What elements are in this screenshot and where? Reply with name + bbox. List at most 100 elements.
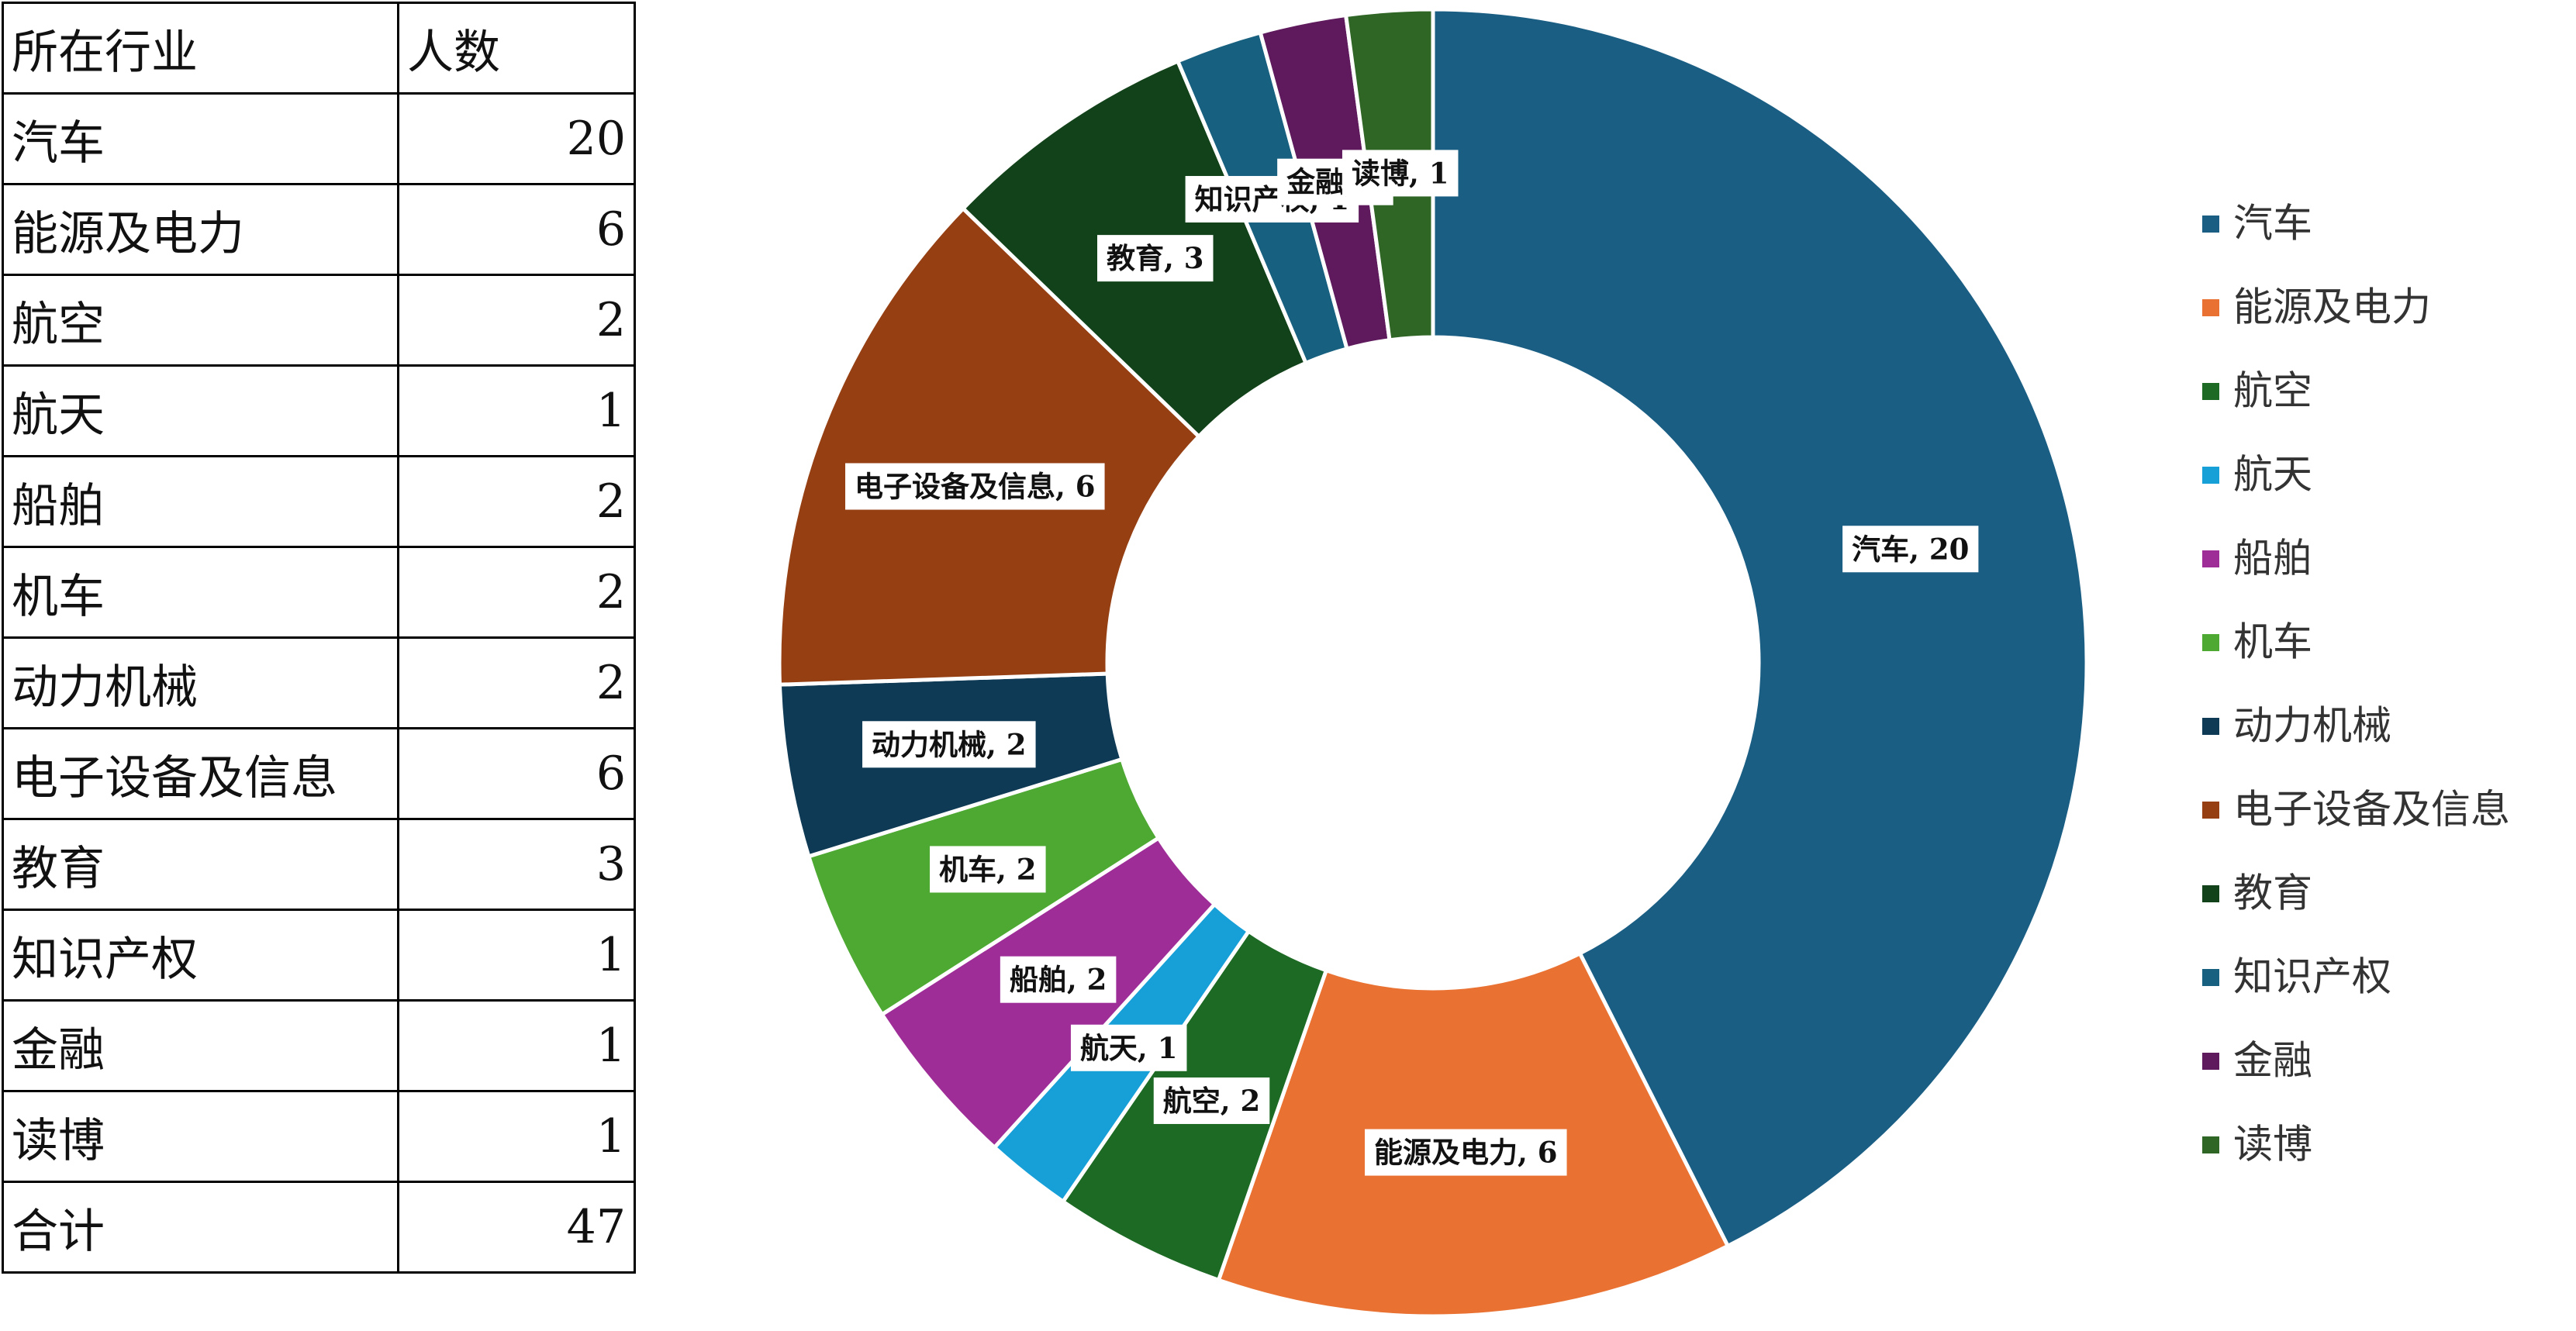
slice-label-box bbox=[1070, 1024, 1187, 1071]
slice-data-label: 航天, 1 bbox=[1070, 1024, 1187, 1071]
legend-item: 航天 bbox=[2202, 453, 2312, 498]
legend-label: 教育 bbox=[2233, 871, 2312, 917]
table-cell-count: 3 bbox=[397, 818, 636, 911]
table-total-row: 合计 47 bbox=[2, 1181, 636, 1274]
slice-label-text: 航空, 2 bbox=[1163, 1084, 1261, 1118]
legend-item: 动力机械 bbox=[2202, 704, 2391, 750]
legend-label: 机车 bbox=[2233, 620, 2312, 666]
slice-data-label: 汽车, 20 bbox=[1842, 526, 1979, 573]
table-row: 教育 3 bbox=[2, 818, 636, 911]
legend-swatch bbox=[2202, 718, 2219, 735]
table-cell-count: 2 bbox=[397, 274, 636, 367]
legend-label: 航天 bbox=[2233, 453, 2312, 498]
table-header-industry: 所在行业 bbox=[2, 2, 399, 95]
slice-label-box bbox=[1342, 150, 1459, 197]
legend-item: 航空 bbox=[2202, 369, 2312, 415]
slice-label-text: 读博, 1 bbox=[1352, 156, 1449, 190]
legend-swatch bbox=[2202, 550, 2219, 567]
legend-item: 能源及电力 bbox=[2202, 285, 2431, 331]
slice-data-label: 航空, 2 bbox=[1153, 1077, 1270, 1124]
table-row: 机车 2 bbox=[2, 546, 636, 639]
table-cell-industry: 教育 bbox=[2, 818, 399, 911]
slice-label-text: 汽车, 20 bbox=[1852, 532, 1969, 566]
legend-swatch bbox=[2202, 969, 2219, 986]
table-cell-count: 1 bbox=[397, 364, 636, 457]
legend-swatch bbox=[2202, 216, 2219, 233]
slice-label-box bbox=[1842, 526, 1979, 573]
legend-label: 知识产权 bbox=[2233, 955, 2391, 1001]
legend-item: 教育 bbox=[2202, 871, 2312, 917]
table-row: 读博 1 bbox=[2, 1090, 636, 1183]
table-cell-count: 2 bbox=[397, 636, 636, 729]
table-row: 船舶 2 bbox=[2, 455, 636, 548]
table-row: 航空 2 bbox=[2, 274, 636, 367]
slice-label-text: 机车, 2 bbox=[939, 852, 1037, 886]
legend-label: 汽车 bbox=[2233, 202, 2312, 247]
table-cell-industry: 知识产权 bbox=[2, 909, 399, 1002]
table-cell-industry: 读博 bbox=[2, 1090, 399, 1183]
table-cell-industry: 航空 bbox=[2, 274, 399, 367]
legend-label: 船舶 bbox=[2233, 536, 2312, 582]
donut-slices bbox=[777, 7, 2089, 1319]
table-cell-count: 1 bbox=[397, 909, 636, 1002]
legend-label: 航空 bbox=[2233, 369, 2312, 415]
legend-item: 金融 bbox=[2202, 1039, 2312, 1084]
table-cell-count: 2 bbox=[397, 546, 636, 639]
donut-slice bbox=[1431, 7, 2089, 1249]
slice-data-label: 教育, 3 bbox=[1096, 235, 1214, 282]
slice-data-label: 能源及电力, 6 bbox=[1365, 1129, 1567, 1176]
slice-data-label: 船舶, 2 bbox=[1000, 956, 1117, 1003]
table-row: 知识产权 1 bbox=[2, 909, 636, 1002]
slice-label-box bbox=[1000, 956, 1117, 1003]
legend-item: 读博 bbox=[2202, 1122, 2312, 1168]
legend-label: 能源及电力 bbox=[2233, 285, 2431, 331]
slice-label-text: 动力机械, 2 bbox=[872, 727, 1027, 761]
legend-swatch bbox=[2202, 885, 2219, 902]
legend-swatch bbox=[2202, 467, 2219, 484]
table-cell-industry: 船舶 bbox=[2, 455, 399, 548]
slice-label-box bbox=[845, 463, 1105, 510]
slice-data-label: 动力机械, 2 bbox=[862, 721, 1036, 768]
table-cell-count: 2 bbox=[397, 455, 636, 548]
slice-label-text: 航天, 1 bbox=[1080, 1031, 1178, 1065]
slice-label-box bbox=[862, 721, 1036, 768]
table-cell-count: 20 bbox=[397, 92, 636, 185]
slice-data-label: 机车, 2 bbox=[930, 846, 1046, 893]
legend-item: 知识产权 bbox=[2202, 955, 2391, 1001]
table-cell-industry: 汽车 bbox=[2, 92, 399, 185]
legend-item: 船舶 bbox=[2202, 536, 2312, 582]
legend-swatch bbox=[2202, 299, 2219, 316]
table-cell-industry: 动力机械 bbox=[2, 636, 399, 729]
slice-label-box bbox=[1096, 235, 1214, 282]
legend-swatch bbox=[2202, 802, 2219, 819]
table-row: 航天 1 bbox=[2, 364, 636, 457]
table-row: 能源及电力 6 bbox=[2, 183, 636, 276]
legend-label: 金融 bbox=[2233, 1039, 2312, 1084]
legend-swatch bbox=[2202, 1053, 2219, 1070]
table-cell-industry: 能源及电力 bbox=[2, 183, 399, 276]
table-cell-industry: 电子设备及信息 bbox=[2, 727, 399, 820]
industry-table: 所在行业 人数 汽车 20 能源及电力 6 航空 2 航天 1 船舶 2 bbox=[2, 2, 636, 1274]
legend-label: 动力机械 bbox=[2233, 704, 2391, 750]
table-header-row: 所在行业 人数 bbox=[2, 2, 636, 95]
table-header-count: 人数 bbox=[397, 2, 636, 95]
table-row: 金融 1 bbox=[2, 999, 636, 1092]
legend-label: 电子设备及信息 bbox=[2233, 788, 2510, 833]
legend-item: 汽车 bbox=[2202, 202, 2312, 247]
legend-item: 电子设备及信息 bbox=[2202, 788, 2510, 833]
slice-label-text: 船舶, 2 bbox=[1010, 963, 1107, 997]
slice-label-box bbox=[1365, 1129, 1567, 1176]
table-cell-count: 6 bbox=[397, 183, 636, 276]
table-cell-count: 1 bbox=[397, 999, 636, 1092]
slice-data-labels: 汽车, 20 能源及电力, 6 航空, 2 航天, 1 船舶, 2 机车, 2 动力机械, … bbox=[845, 150, 1979, 1176]
table-cell-count: 1 bbox=[397, 1090, 636, 1183]
legend-swatch bbox=[2202, 1136, 2219, 1153]
legend-label: 读博 bbox=[2233, 1122, 2312, 1168]
table-row: 动力机械 2 bbox=[2, 636, 636, 729]
slice-data-label: 读博, 1 bbox=[1342, 150, 1459, 197]
table-cell-industry: 航天 bbox=[2, 364, 399, 457]
donut-slice bbox=[777, 205, 1202, 687]
slice-label-text: 能源及电力, 6 bbox=[1374, 1136, 1558, 1170]
